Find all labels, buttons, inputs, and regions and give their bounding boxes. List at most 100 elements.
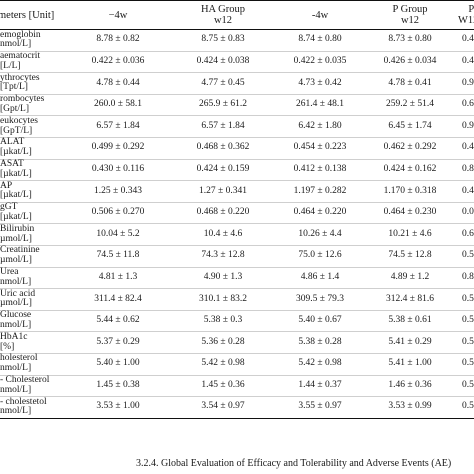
value-cell-p-m4w: 309.5 ± 79.3 [296, 293, 344, 304]
header-ha-group: HA Group w12 [168, 0, 278, 30]
lab-values-table: meters [Unit] −4w HA Group w12 -4w P Grou… [0, 0, 474, 419]
value-cell-p-w12: 0.424 ± 0.162 [383, 163, 437, 174]
value-cell-p-w12: 5.41 ± 0.29 [388, 336, 432, 347]
parameter-cell: emoglobin nmol/L] [0, 29, 41, 50]
value-cell-p-m4w: 5.40 ± 0.67 [298, 315, 342, 326]
parameter-cell: aematocrit [L/L] [0, 51, 41, 71]
value-cell-pval: 0.56 [462, 336, 474, 347]
value-cell-p-m4w: 8.74 ± 0.80 [298, 34, 342, 45]
section-heading: 3.2.4. Global Evaluation of Efficacy and… [136, 458, 452, 469]
table-row: Bilirubin µmol/L] 10.04 ± 5.2 10.4 ± 4.6 10.… [0, 224, 474, 246]
value-cell-p-m4w: 1.197 ± 0.282 [293, 185, 347, 196]
table-row: ASAT [µkat/L] 0.430 ± 0.116 0.424 ± 0.159 0.… [0, 159, 474, 181]
value-cell-ha-w12: 1.27 ± 0.341 [199, 185, 247, 196]
value-cell-p-m4w: 6.42 ± 1.80 [298, 120, 342, 131]
value-cell-pval: 0.56 [462, 293, 474, 304]
table-row: Uric acid µmol/L] 311.4 ± 82.4 310.1 ± 83.2… [0, 289, 474, 311]
table-row: - Cholesterol nmol/L] 1.45 ± 0.38 1.45 ± 0.… [0, 375, 474, 397]
parameter-cell: Creatinine µmol/L] [0, 245, 40, 266]
value-cell-pval: 0.85 [462, 163, 474, 174]
value-cell-ha-w12: 5.42 ± 0.98 [201, 358, 245, 369]
value-cell-p-w12: 0.464 ± 0.230 [383, 207, 437, 218]
parameter-cell: Uric acid µmol/L] [0, 288, 36, 309]
value-cell-pval: 0.66 [462, 228, 474, 239]
parameter-cell: - Cholesterol nmol/L] [0, 375, 50, 395]
parameter-cell: eukocytes [GpT/L] [0, 115, 38, 136]
parameter-cell: gGT [µkat/L] [0, 202, 32, 223]
value-cell-pval: 0.56 [462, 379, 474, 390]
value-cell-pval: 0.56 [462, 315, 474, 326]
table-row: Creatinine µmol/L] 74.5 ± 11.8 74.3 ± 12.8 7… [0, 245, 474, 268]
value-cell-ha-w12: 0.424 ± 0.038 [196, 55, 250, 66]
value-cell-ha-m4w: 0.430 ± 0.116 [91, 163, 145, 174]
value-cell-p-w12: 8.73 ± 0.80 [388, 34, 432, 45]
parameter-cell: ASAT [µkat/L] [0, 159, 32, 179]
value-cell-ha-w12: 10.4 ± 4.6 [203, 228, 243, 239]
value-cell-pval: 0.90 [462, 77, 474, 88]
value-cell-ha-m4w: 3.53 ± 1.00 [96, 401, 140, 412]
table-row: - cholestetol nmol/L] 3.53 ± 1.00 3.54 ± 0.… [0, 397, 474, 419]
value-cell-p-w12: 312.4 ± 81.6 [386, 293, 434, 304]
value-cell-pval: 0.56 [462, 401, 474, 412]
value-cell-p-m4w: 0.464 ± 0.220 [293, 207, 347, 218]
value-cell-pval: 0.47 [462, 34, 474, 45]
parameter-cell: HbA1c [%] [0, 331, 28, 352]
value-cell-ha-m4w: 0.422 ± 0.036 [91, 55, 145, 66]
value-cell-ha-w12: 4.90 ± 1.3 [203, 271, 243, 282]
parameter-cell: Bilirubin µmol/L] [0, 223, 35, 244]
value-cell-pval: 0.47 [462, 55, 474, 66]
table-row: eukocytes [GpT/L] 6.57 ± 1.84 6.57 ± 1.84 6.… [0, 116, 474, 138]
table-header-row: meters [Unit] −4w HA Group w12 -4w P Grou… [0, 0, 474, 30]
value-cell-ha-w12: 4.77 ± 0.45 [201, 77, 245, 88]
table-row: ythrocytes [Tpt/L] 4.78 ± 0.44 4.77 ± 0.45 4… [0, 73, 474, 95]
value-cell-ha-w12: 74.3 ± 12.8 [201, 250, 245, 261]
table-row: HbA1c [%] 5.37 ± 0.29 5.36 ± 0.28 5.38 ± 0.2… [0, 332, 474, 354]
parameter-cell: rombocytes [Gpt/L] [0, 94, 45, 115]
value-cell-pval: 0.90 [462, 120, 474, 131]
value-cell-pval: 0.83 [462, 271, 474, 282]
header-p-value: PᵤW12 (HA [458, 0, 474, 30]
value-cell-p-m4w: 0.412 ± 0.138 [293, 163, 347, 174]
value-cell-ha-m4w: 0.499 ± 0.292 [91, 142, 145, 153]
value-cell-ha-m4w: 0.506 ± 0.270 [91, 207, 145, 218]
value-cell-p-w12: 4.78 ± 0.41 [388, 77, 432, 88]
value-cell-ha-m4w: 5.40 ± 1.00 [96, 358, 140, 369]
value-cell-ha-w12: 310.1 ± 83.2 [199, 293, 247, 304]
parameter-cell: Glucose nmol/L] [0, 310, 32, 331]
value-cell-p-w12: 4.89 ± 1.2 [390, 271, 430, 282]
value-cell-p-w12: 5.38 ± 0.61 [388, 315, 432, 326]
table-row: Urea nmol/L] 4.81 ± 1.3 4.90 ± 1.3 4.86 ± 1.… [0, 267, 474, 289]
value-cell-ha-w12: 265.9 ± 61.2 [199, 99, 247, 110]
parameter-cell: ythrocytes [Tpt/L] [0, 72, 40, 93]
value-cell-ha-m4w: 5.37 ± 0.29 [96, 336, 140, 347]
value-cell-p-m4w: 3.55 ± 0.97 [298, 401, 342, 412]
value-cell-pval: 0.63 [462, 99, 474, 110]
parameter-cell: - cholestetol nmol/L] [0, 396, 47, 417]
value-cell-p-w12: 0.426 ± 0.034 [383, 55, 437, 66]
value-cell-p-w12: 1.170 ± 0.318 [383, 185, 437, 196]
table-row: aematocrit [L/L] 0.422 ± 0.036 0.424 ± 0.03… [0, 51, 474, 73]
value-cell-pval: 0.07 [462, 207, 474, 218]
parameter-cell: holesterol nmol/L] [0, 353, 38, 374]
value-cell-pval: 0.47 [462, 185, 474, 196]
value-cell-p-w12: 0.462 ± 0.292 [383, 142, 437, 153]
value-cell-p-m4w: 0.422 ± 0.035 [293, 55, 347, 66]
value-cell-ha-m4w: 8.78 ± 0.82 [96, 34, 140, 45]
value-cell-p-m4w: 10.26 ± 4.4 [298, 228, 342, 239]
header-p-baseline: -4w [278, 0, 362, 30]
value-cell-ha-m4w: 74.5 ± 11.8 [96, 250, 140, 261]
value-cell-p-w12: 259.2 ± 51.4 [386, 99, 434, 110]
value-cell-pval: 0.48 [462, 142, 474, 153]
table-row: AP [µkat/L] 1.25 ± 0.343 1.27 ± 0.341 1.197 … [0, 181, 474, 203]
value-cell-p-w12: 5.41 ± 1.00 [388, 358, 432, 369]
value-cell-ha-w12: 0.468 ± 0.220 [196, 207, 250, 218]
value-cell-ha-w12: 0.468 ± 0.362 [196, 142, 250, 153]
value-cell-ha-w12: 1.45 ± 0.36 [201, 379, 245, 390]
value-cell-ha-w12: 0.424 ± 0.159 [196, 163, 250, 174]
table-row: emoglobin nmol/L] 8.78 ± 0.82 8.75 ± 0.83 8.… [0, 30, 474, 52]
parameter-cell: Urea nmol/L] [0, 267, 32, 287]
value-cell-pval: 0.56 [462, 358, 474, 369]
table-row: rombocytes [Gpt/L] 260.0 ± 58.1 265.9 ± 61.… [0, 94, 474, 116]
value-cell-p-m4w: 75.0 ± 12.6 [298, 250, 342, 261]
value-cell-p-m4w: 0.454 ± 0.223 [293, 142, 347, 153]
